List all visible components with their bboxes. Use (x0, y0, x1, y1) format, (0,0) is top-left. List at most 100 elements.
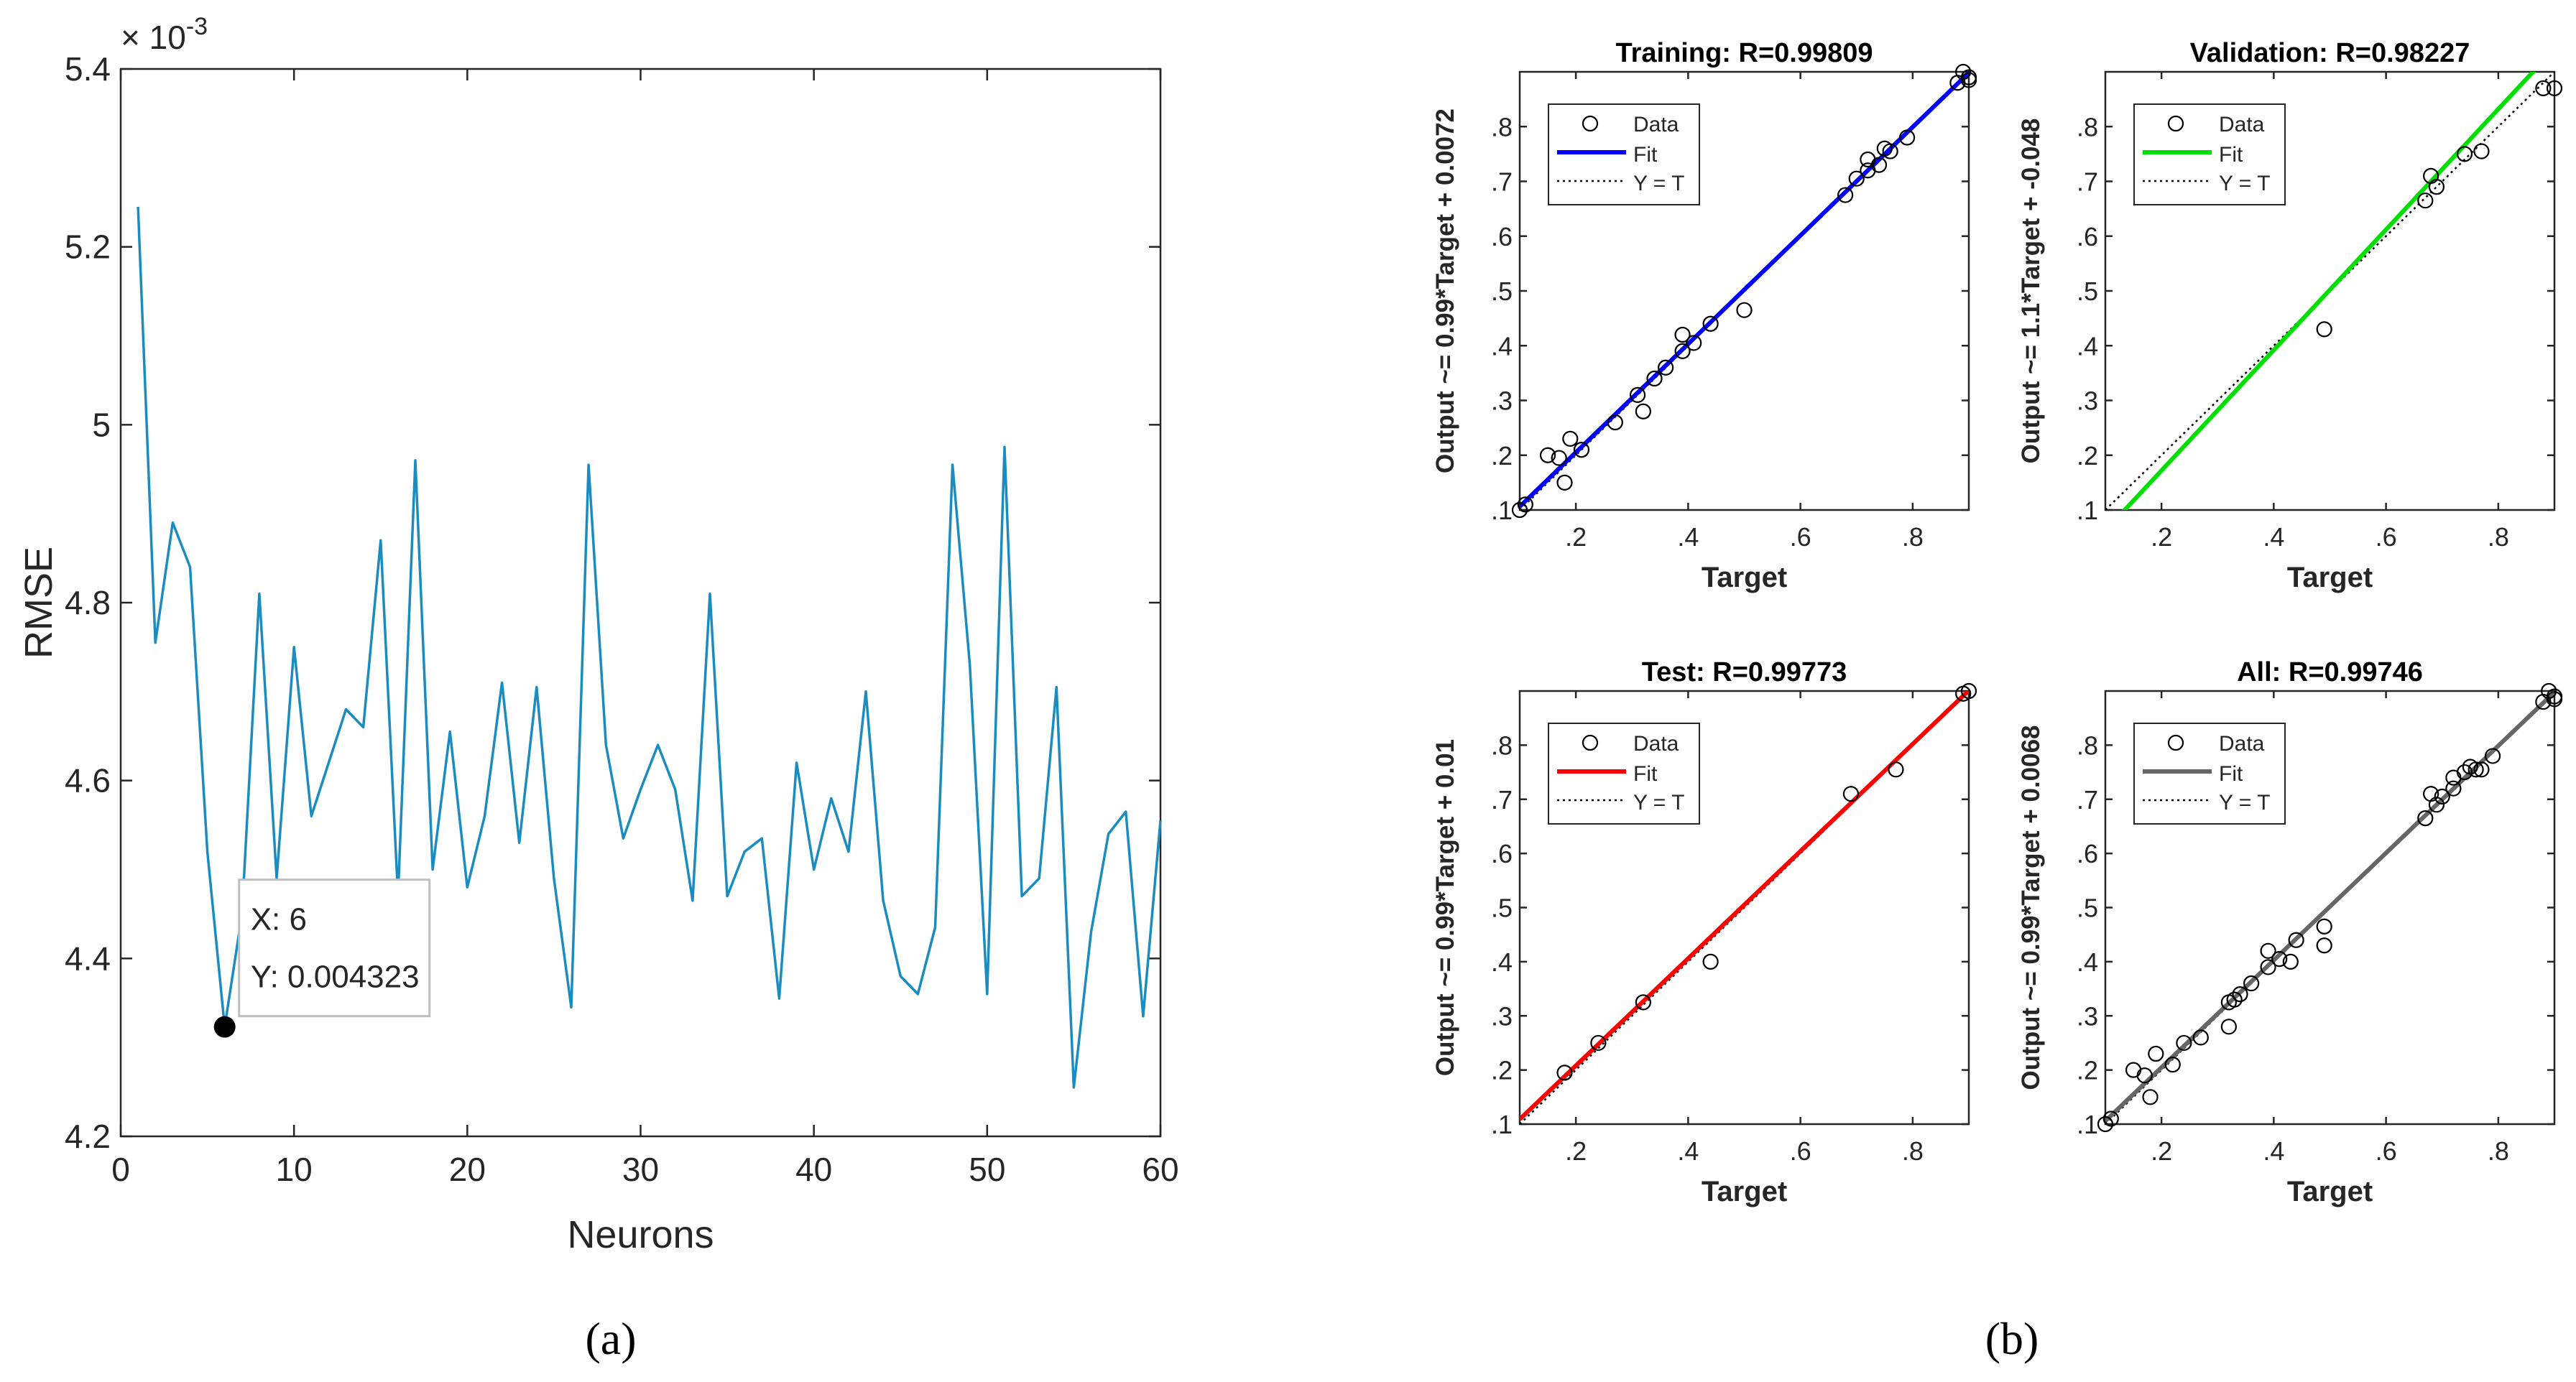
validation-data-point (2316, 321, 2332, 338)
test-data-point (1842, 786, 1860, 802)
training-data-point (1870, 157, 1888, 173)
validation-data-point (2473, 143, 2490, 159)
training-legend-label: Fit (1633, 143, 1658, 167)
test-data-point (1888, 761, 1904, 778)
rmse-x-tick-label: 60 (1142, 1151, 1178, 1188)
regression-plot-training: .2 .4 .6 .8 .1 .2 .3 .4 .5 .6 .7 .8 Training: R=0.99… (1431, 38, 1977, 593)
panel-label-a: (a) (585, 1313, 636, 1364)
all-data-point (2546, 688, 2563, 705)
rmse-y-tick-label: 4.8 (65, 584, 111, 621)
test-y-tick-label: .1 (1491, 1110, 1513, 1139)
rmse-y-tick-label: 5.4 (65, 50, 111, 88)
training-data-point (1539, 447, 1556, 463)
rmse-y-tick-label: 4.2 (65, 1118, 111, 1155)
regression-plot-validation: .2 .4 .6 .8 .1 .2 .3 .4 .5 .6 .7 .8 Validation: R=0.… (2017, 38, 2563, 593)
validation-legend-label: Data (2219, 113, 2265, 136)
validation-legend-label: Fit (2219, 143, 2243, 167)
all-data-point (2316, 937, 2332, 954)
all-y-tick-label: .7 (2077, 785, 2098, 815)
rmse-x-tick-label: 40 (795, 1151, 832, 1188)
test-x-tick-label: .6 (1790, 1136, 1811, 1166)
all-data-point (2484, 748, 2501, 764)
training-data-point (1607, 414, 1623, 431)
training-data-point (1702, 315, 1719, 332)
validation-x-tick-label: .2 (2151, 522, 2172, 552)
rmse-y-tick-label: 5.2 (65, 228, 111, 266)
test-legend-label: Fit (1633, 762, 1658, 786)
all-data-point (2220, 1019, 2237, 1035)
test-data-point (1635, 994, 1651, 1011)
rmse-x-tick-label: 20 (449, 1151, 486, 1188)
training-data-point (1629, 386, 1646, 403)
all-data-point (2467, 761, 2484, 778)
validation-y-tick-label: .3 (2077, 386, 2098, 416)
test-data-point (1960, 682, 1977, 700)
test-legend-label: Y = T (1633, 791, 1684, 815)
validation-y-tick-label: .7 (2077, 167, 2098, 197)
all-legend-data-marker (2167, 734, 2184, 751)
validation-y-axis-label: Output ~= 1.1*Target + -0.048 (2017, 119, 2045, 464)
test-y-axis-label: Output ~= 0.99*Target + 0.01 (1431, 739, 1459, 1076)
rmse-y-tick-label: 4.4 (65, 940, 111, 977)
test-y-tick-label: .4 (1491, 947, 1513, 977)
test-y-tick-label: .2 (1491, 1056, 1513, 1085)
training-legend-data-marker (1582, 115, 1599, 132)
training-legend-label: Y = T (1633, 172, 1684, 195)
training-x-tick-label: .4 (1677, 522, 1699, 552)
rmse-chart: 0 10 20 30 40 50 604.24.44.64.855.25.4× 10-3Ne… (17, 13, 1179, 1256)
all-data-point (2260, 959, 2276, 975)
training-y-tick-label: .8 (1491, 112, 1513, 142)
rmse-exponent-power: -3 (186, 13, 208, 40)
training-y-tick-label: .5 (1491, 277, 1513, 306)
validation-y-tick-label: .4 (2077, 331, 2098, 361)
rmse-y-tick-label: 5 (92, 406, 111, 443)
training-data-point (1882, 143, 1898, 159)
test-x-axis-label: Target (1702, 1176, 1787, 1207)
panel-label-b: (b) (1985, 1313, 2039, 1364)
training-x-tick-label: .6 (1790, 522, 1811, 552)
training-y-tick-label: .7 (1491, 167, 1513, 197)
all-data-point (2176, 1034, 2192, 1052)
test-title: Test: R=0.99773 (1642, 657, 1847, 687)
training-y-tick-label: .3 (1491, 386, 1513, 416)
training-title: Training: R=0.99809 (1616, 38, 1873, 68)
validation-legend-data-marker (2167, 115, 2184, 132)
all-data-point (2192, 1029, 2209, 1046)
all-data-point (2226, 991, 2243, 1008)
training-legend-label: Data (1633, 113, 1679, 136)
test-x-tick-label: .2 (1565, 1136, 1587, 1166)
training-data-point (1686, 335, 1702, 351)
all-x-tick-label: .6 (2376, 1136, 2397, 1166)
all-data-point (2102, 1110, 2119, 1127)
training-x-axis-label: Target (1702, 562, 1787, 593)
validation-data-point (2456, 146, 2473, 162)
all-data-point (2148, 1045, 2164, 1062)
training-data-point (1646, 370, 1663, 387)
all-data-point (2136, 1067, 2153, 1084)
test-x-tick-label: .8 (1902, 1136, 1924, 1166)
training-y-tick-label: .2 (1491, 441, 1513, 470)
test-data-point (1556, 1065, 1573, 1081)
training-data-point (1573, 442, 1590, 458)
validation-y-tick-label: .1 (2077, 496, 2098, 525)
training-y-axis-label: Output ~= 0.99*Target + 0.0072 (1431, 108, 1459, 473)
all-y-tick-label: .8 (2077, 731, 2098, 760)
rmse-y-axis-label: RMSE (17, 547, 60, 659)
test-x-tick-label: .4 (1677, 1136, 1699, 1166)
training-data-point (1848, 170, 1865, 187)
validation-title: Validation: R=0.98227 (2190, 38, 2470, 68)
all-y-tick-label: .1 (2077, 1110, 2098, 1139)
all-data-point (2445, 780, 2462, 797)
validation-y-tick-label: .2 (2077, 441, 2098, 470)
all-data-point (2232, 986, 2248, 1003)
test-data-point (1590, 1034, 1607, 1052)
training-data-point (1562, 430, 1579, 447)
regression-plot-test: .2 .4 .6 .8 .1 .2 .3 .4 .5 .6 .7 .8 Test: R=0.99773 T… (1431, 657, 1977, 1207)
validation-legend-label: Y = T (2219, 172, 2270, 195)
all-x-tick-label: .4 (2263, 1136, 2284, 1166)
rmse-x-tick-label: 10 (276, 1151, 313, 1188)
datatip-x-text: X: 6 (251, 902, 307, 937)
all-legend-label: Fit (2219, 762, 2243, 786)
training-y-tick-label: .1 (1491, 496, 1513, 525)
